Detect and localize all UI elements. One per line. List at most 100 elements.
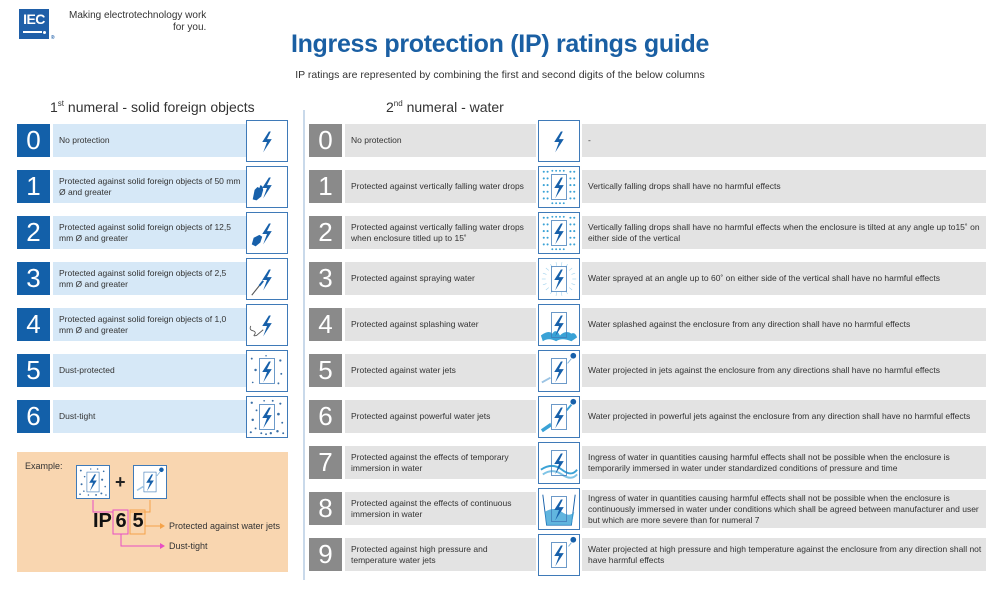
rating-description: Protected against powerful water jets xyxy=(351,411,491,421)
high-pressure-jet-icon xyxy=(538,534,580,576)
rating-description: Protected against water jets xyxy=(351,365,456,375)
rating-digit: 1 xyxy=(17,170,50,203)
water-heading: 2nd numeral - water xyxy=(386,99,504,115)
rating-digit: 4 xyxy=(17,308,50,341)
tagline: Making electrotechnology work for you. xyxy=(69,10,206,34)
rating-detail: - xyxy=(588,135,591,145)
rating-detail: Vertically falling drops shall have no h… xyxy=(588,221,980,243)
rating-description-cell: Protected against solid foreign objects … xyxy=(53,170,246,203)
rating-detail-cell: Ingress of water in quantities causing h… xyxy=(582,446,986,479)
rating-description: Protected against vertically falling wat… xyxy=(351,221,524,243)
heading-ordinal: nd xyxy=(393,99,403,108)
rating-detail: Water projected in powerful jets against… xyxy=(588,411,971,421)
heading-ordinal: st xyxy=(57,99,65,108)
finger-bolt-icon xyxy=(246,212,288,254)
logo-text: IEC xyxy=(23,11,45,27)
rating-detail: Water sprayed at an angle up to 60˚ on e… xyxy=(588,273,941,283)
rating-digit: 0 xyxy=(309,124,342,157)
heading-text: numeral - water xyxy=(406,99,504,115)
example-label: Example: xyxy=(25,461,63,471)
rating-digit: 1 xyxy=(309,170,342,203)
rating-description-cell: Protected against solid foreign objects … xyxy=(53,216,246,249)
tagline-line1: Making electrotechnology work xyxy=(69,10,207,21)
hand-bolt-icon xyxy=(246,166,288,208)
example-ip-prefix: IP xyxy=(93,510,112,532)
column-divider xyxy=(303,110,305,580)
rating-description: Protected against splashing water xyxy=(351,319,479,329)
dust-protected-icon xyxy=(246,350,288,392)
rating-detail-cell: Vertically falling drops shall have no h… xyxy=(582,170,986,203)
tilted-drops-icon xyxy=(538,212,580,254)
water-jet-icon xyxy=(133,465,167,499)
rating-description: Protected against solid foreign objects … xyxy=(59,313,227,335)
rating-description-cell: Dust-tight xyxy=(53,400,246,433)
rating-digit: 6 xyxy=(309,400,342,433)
example-second-digit: 5 xyxy=(132,510,144,532)
rating-description: Protected against solid foreign objects … xyxy=(59,221,231,243)
rating-description: Protected against high pressure and temp… xyxy=(351,543,488,565)
rating-digit: 2 xyxy=(17,216,50,249)
rating-description-cell: Protected against splashing water xyxy=(345,308,536,341)
logo-dot xyxy=(43,31,46,34)
example-first-digit: 6 xyxy=(115,510,127,532)
rating-description-cell: Protected against the effects of tempora… xyxy=(345,446,536,479)
rating-description: Dust-protected xyxy=(59,365,115,375)
wire-bolt-icon xyxy=(246,304,288,346)
page-title: Ingress protection (IP) ratings guide xyxy=(290,30,710,58)
heading-number: 2 xyxy=(386,99,394,115)
rating-description-cell: Protected against water jets xyxy=(345,354,536,387)
rating-description: Protected against vertically falling wat… xyxy=(351,181,524,191)
plus-sign: + xyxy=(115,472,126,492)
rating-description-cell: Protected against high pressure and temp… xyxy=(345,538,536,571)
rating-description: No protection xyxy=(351,135,402,145)
rating-description: Protected against solid foreign objects … xyxy=(59,175,241,197)
rating-detail-cell: Ingress of water in quantities causing h… xyxy=(582,490,986,528)
solids-heading: 1st numeral - solid foreign objects xyxy=(50,99,255,115)
rating-detail-cell: Water projected at high pressure and hig… xyxy=(582,538,986,571)
bolt-icon xyxy=(246,120,288,162)
rating-detail-cell: Water projected in powerful jets against… xyxy=(582,400,986,433)
heading-text: numeral - solid foreign objects xyxy=(67,99,255,115)
powerful-jet-icon xyxy=(538,396,580,438)
page-subtitle: IP ratings are represented by combining … xyxy=(295,69,705,81)
rating-digit: 2 xyxy=(309,216,342,249)
rating-description: Protected against the effects of tempora… xyxy=(351,451,509,473)
rating-detail-cell: - xyxy=(582,124,986,157)
vertical-drops-icon xyxy=(538,166,580,208)
iec-logo: IEC ® xyxy=(19,9,55,41)
example-second-meaning: Protected against water jets xyxy=(169,521,281,531)
rating-detail: Vertically falling drops shall have no h… xyxy=(588,181,781,191)
rating-description-cell: Protected against vertically falling wat… xyxy=(345,170,536,203)
rating-digit: 0 xyxy=(17,124,50,157)
rating-digit: 3 xyxy=(17,262,50,295)
rating-detail: Water splashed against the enclosure fro… xyxy=(588,319,911,329)
rating-description-cell: No protection xyxy=(53,124,246,157)
rating-description-cell: Protected against powerful water jets xyxy=(345,400,536,433)
rating-detail-cell: Vertically falling drops shall have no h… xyxy=(582,216,986,249)
example-first-meaning: Dust-tight xyxy=(169,541,208,551)
rating-description-cell: Dust-protected xyxy=(53,354,246,387)
rating-detail-cell: Water sprayed at an angle up to 60˚ on e… xyxy=(582,262,986,295)
rating-digit: 4 xyxy=(309,308,342,341)
rating-digit: 5 xyxy=(309,354,342,387)
logo-bar xyxy=(23,31,42,33)
rating-description-cell: Protected against vertically falling wat… xyxy=(345,216,536,249)
water-jet-icon xyxy=(538,350,580,392)
rating-detail: Ingress of water in quantities causing h… xyxy=(588,492,979,525)
tool-bolt-icon xyxy=(246,258,288,300)
dust-tight-icon xyxy=(76,465,110,499)
rating-description: Protected against the effects of continu… xyxy=(351,497,512,519)
rating-description: Dust-tight xyxy=(59,411,96,421)
rating-digit: 3 xyxy=(309,262,342,295)
rating-description-cell: No protection xyxy=(345,124,536,157)
rating-digit: 6 xyxy=(17,400,50,433)
rating-description-cell: Protected against spraying water xyxy=(345,262,536,295)
continuous-immersion-icon xyxy=(538,488,580,530)
rating-detail-cell: Water projected in jets against the encl… xyxy=(582,354,986,387)
rating-description: Protected against spraying water xyxy=(351,273,475,283)
rating-description-cell: Protected against solid foreign objects … xyxy=(53,262,246,295)
bolt-icon xyxy=(538,120,580,162)
example-connector-lines xyxy=(92,500,165,549)
registered-mark: ® xyxy=(50,35,55,41)
rating-digit: 8 xyxy=(309,492,342,525)
